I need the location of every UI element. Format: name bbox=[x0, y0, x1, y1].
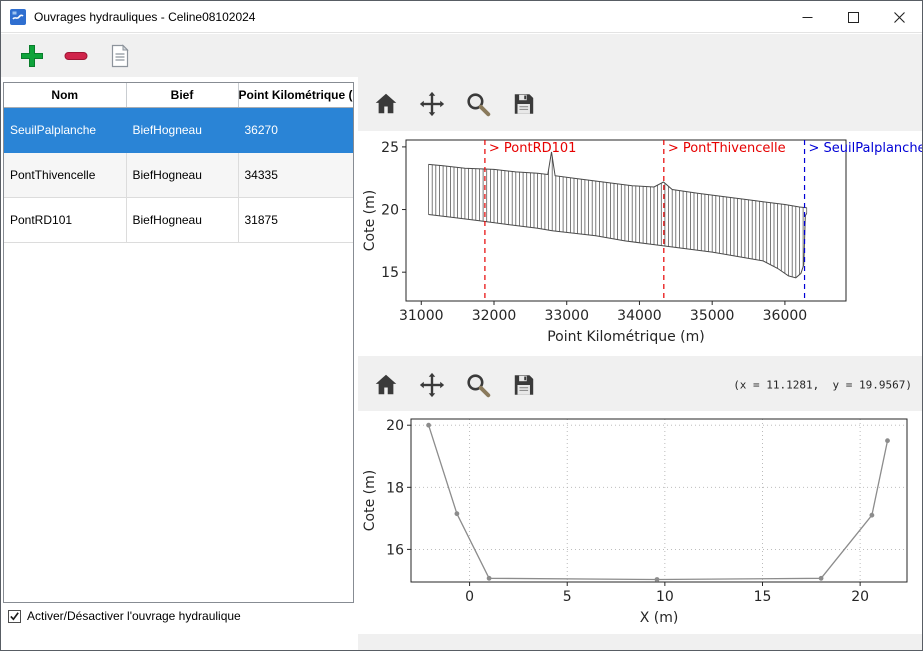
floppy-icon bbox=[514, 94, 534, 114]
table-row[interactable]: PontThivencelle BiefHogneau 34335 bbox=[4, 152, 353, 198]
cursor-coordinates-readout: (x = 11.1281, y = 19.9567) bbox=[733, 378, 912, 392]
svg-text:5: 5 bbox=[563, 589, 572, 605]
maximize-icon bbox=[847, 11, 859, 23]
cell-nom[interactable]: PontRD101 bbox=[4, 197, 127, 243]
column-header-bief[interactable]: Bief bbox=[126, 83, 239, 108]
profile-bottom-line bbox=[428, 213, 808, 279]
svg-text:31000: 31000 bbox=[399, 308, 444, 324]
checkbox-label: Activer/Désactiver l'ouvrage hydraulique bbox=[27, 609, 241, 623]
pan-button[interactable] bbox=[416, 88, 448, 120]
add-structure-button[interactable] bbox=[15, 39, 49, 73]
cross-section-line bbox=[427, 425, 889, 581]
profile-annotations: > PontRD101 > PontThivencelle > SeuilPalpl… bbox=[484, 140, 922, 301]
home-button[interactable] bbox=[370, 369, 402, 401]
svg-text:35000: 35000 bbox=[690, 308, 735, 324]
close-button[interactable] bbox=[876, 1, 922, 33]
annotation-label: > SeuilPalplanche bbox=[809, 141, 922, 156]
window-title: Ouvrages hydrauliques - Celine08102024 bbox=[34, 9, 256, 24]
home-button[interactable] bbox=[370, 88, 402, 120]
remove-structure-button[interactable] bbox=[59, 39, 93, 73]
svg-text:10: 10 bbox=[656, 589, 674, 605]
x-axis-label: Point Kilométrique (m) bbox=[547, 329, 705, 345]
document-icon bbox=[111, 43, 129, 67]
profile-plot-toolbar bbox=[358, 77, 922, 131]
minus-icon bbox=[64, 51, 88, 60]
annotation-label: > PontRD101 bbox=[489, 141, 577, 156]
pan-button[interactable] bbox=[416, 369, 448, 401]
zoom-button[interactable] bbox=[462, 88, 494, 120]
profile-figure[interactable]: 31000 32000 33000 34000 35000 36000 15 20 25 Poin… bbox=[358, 131, 922, 356]
cell-bief[interactable]: BiefHogneau bbox=[126, 152, 239, 198]
svg-text:32000: 32000 bbox=[472, 308, 517, 324]
svg-text:15: 15 bbox=[754, 589, 772, 605]
column-header-nom[interactable]: Nom bbox=[4, 83, 127, 108]
grid bbox=[411, 419, 907, 582]
cross-section-markers bbox=[426, 422, 890, 582]
cell-pk[interactable]: 34335 bbox=[238, 152, 353, 198]
svg-text:36000: 36000 bbox=[763, 308, 808, 324]
home-icon bbox=[375, 93, 397, 114]
svg-text:16: 16 bbox=[386, 542, 404, 558]
checkbox[interactable] bbox=[8, 609, 21, 623]
svg-text:34000: 34000 bbox=[617, 308, 662, 324]
profile-top-line bbox=[428, 151, 807, 209]
svg-text:20: 20 bbox=[386, 418, 404, 434]
svg-text:20: 20 bbox=[851, 589, 869, 605]
save-button[interactable] bbox=[508, 369, 540, 401]
column-header-pk[interactable]: Point Kilométrique (m) bbox=[238, 83, 353, 108]
cell-bief[interactable]: BiefHogneau bbox=[126, 107, 239, 153]
window-controls bbox=[784, 1, 922, 33]
y-axis-label: Cote (m) bbox=[362, 190, 378, 251]
check-icon bbox=[10, 612, 19, 621]
plots-panel: 31000 32000 33000 34000 35000 36000 15 20 25 Poin… bbox=[358, 77, 922, 650]
floppy-icon bbox=[514, 375, 534, 395]
svg-text:25: 25 bbox=[381, 140, 399, 156]
home-icon bbox=[375, 374, 397, 395]
section-figure[interactable]: 0 5 10 15 20 16 18 20 X (m) Cote (m) bbox=[358, 411, 922, 634]
pan-arrows-icon bbox=[419, 372, 445, 398]
cell-nom[interactable]: SeuilPalplanche bbox=[4, 107, 127, 153]
svg-text:0: 0 bbox=[465, 589, 474, 605]
minimize-icon bbox=[802, 16, 812, 18]
svg-text:33000: 33000 bbox=[544, 308, 589, 324]
x-axis-label: X (m) bbox=[640, 610, 679, 626]
zoom-button[interactable] bbox=[462, 369, 494, 401]
profile-hatch bbox=[428, 156, 808, 278]
svg-text:15: 15 bbox=[381, 265, 399, 281]
save-button[interactable] bbox=[508, 88, 540, 120]
cell-pk[interactable]: 36270 bbox=[238, 107, 353, 153]
table-row[interactable]: PontRD101 BiefHogneau 31875 bbox=[4, 197, 353, 243]
minimize-button[interactable] bbox=[784, 1, 830, 33]
section-plot-block: (x = 11.1281, y = 19.9567) 0 5 10 15 20 16 18 2… bbox=[358, 359, 922, 634]
profile-plot-block: 31000 32000 33000 34000 35000 36000 15 20 25 Poin… bbox=[358, 77, 922, 356]
cell-bief[interactable]: BiefHogneau bbox=[126, 197, 239, 243]
y-axis-label: Cote (m) bbox=[362, 470, 378, 531]
magnifier-icon bbox=[467, 374, 491, 398]
main-toolbar bbox=[1, 34, 922, 77]
close-icon bbox=[893, 11, 905, 23]
pan-arrows-icon bbox=[419, 91, 445, 117]
edit-structure-button[interactable] bbox=[103, 39, 137, 73]
table-row[interactable]: SeuilPalplanche BiefHogneau 36270 bbox=[4, 107, 353, 153]
section-plot-toolbar: (x = 11.1281, y = 19.9567) bbox=[358, 359, 922, 411]
activate-structure-checkbox-row[interactable]: Activer/Désactiver l'ouvrage hydraulique bbox=[8, 609, 241, 623]
maximize-button[interactable] bbox=[830, 1, 876, 33]
svg-text:20: 20 bbox=[381, 203, 399, 219]
cell-pk[interactable]: 31875 bbox=[238, 197, 353, 243]
titlebar: Ouvrages hydrauliques - Celine08102024 bbox=[1, 1, 922, 33]
axes: 31000 32000 33000 34000 35000 36000 15 20 25 Poin… bbox=[362, 139, 847, 345]
app-icon bbox=[9, 8, 27, 26]
svg-text:18: 18 bbox=[386, 480, 404, 496]
annotation-label: > PontThivencelle bbox=[668, 141, 786, 156]
cell-nom[interactable]: PontThivencelle bbox=[4, 152, 127, 198]
magnifier-icon bbox=[467, 93, 491, 117]
axes: 0 5 10 15 20 16 18 20 X (m) Cote (m) bbox=[362, 418, 908, 626]
plus-icon bbox=[21, 44, 43, 67]
